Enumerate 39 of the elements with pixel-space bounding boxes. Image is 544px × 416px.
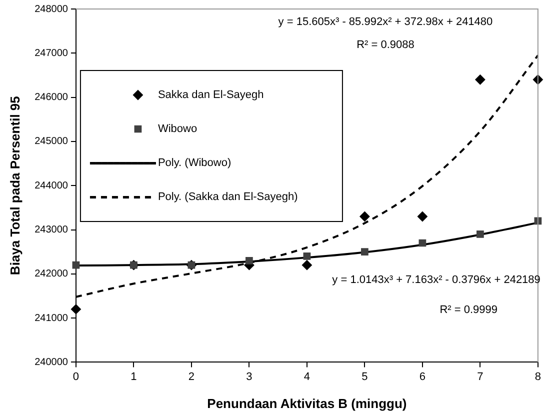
x-tick-label: 7 — [477, 370, 484, 383]
y-tick-label: 245000 — [34, 136, 68, 148]
point — [475, 74, 486, 85]
point — [476, 230, 484, 238]
point — [360, 212, 370, 222]
y-tick-label: 243000 — [34, 224, 68, 236]
y-tick-label: 247000 — [34, 48, 68, 59]
y-tick-label: 248000 — [34, 4, 68, 15]
annotation: R² = 0.9999 — [440, 304, 498, 316]
point — [417, 212, 428, 222]
point — [418, 239, 426, 247]
legend-label: Poly. (Wibowo) — [158, 157, 232, 170]
y-tick-label: 242000 — [34, 268, 68, 280]
y-tick-label: 246000 — [34, 92, 68, 104]
legend-label: Poly. (Sakka dan El-Sayegh) — [158, 191, 298, 204]
x-tick-label: 3 — [246, 370, 252, 383]
point — [303, 252, 311, 260]
annotation: y = 15.605x³ - 85.992x² + 372.98x + 241480 — [278, 16, 493, 28]
x-tick-label: 8 — [534, 370, 542, 383]
y-tick-label: 241000 — [34, 312, 68, 324]
point — [72, 261, 80, 269]
point — [361, 248, 368, 256]
x-tick-label: 6 — [419, 370, 426, 383]
x-tick-label: 5 — [362, 370, 368, 383]
point — [246, 256, 253, 264]
y-tick-label: 244000 — [34, 180, 68, 192]
x-tick-label: 1 — [130, 370, 137, 383]
x-tick-label: 0 — [72, 370, 80, 383]
point — [70, 304, 81, 314]
legend-label: Sakka dan El-Sayegh — [158, 89, 264, 102]
x-tick-label: 2 — [188, 370, 195, 383]
y-axis-title: Biaya Total pada Persentil 95 — [7, 96, 22, 276]
x-axis-title: Penundaan Aktivitas B (minggu) — [207, 396, 407, 411]
x-tick-label: 4 — [304, 370, 310, 383]
legend-label: Wibowo — [158, 123, 198, 136]
point — [302, 260, 312, 270]
annotation: y = 1.0143x³ + 7.163x² - 0.3796x + 242189 — [332, 274, 540, 286]
annotation: R² = 0.9088 — [356, 39, 414, 52]
y-tick-label: 240000 — [34, 356, 68, 368]
